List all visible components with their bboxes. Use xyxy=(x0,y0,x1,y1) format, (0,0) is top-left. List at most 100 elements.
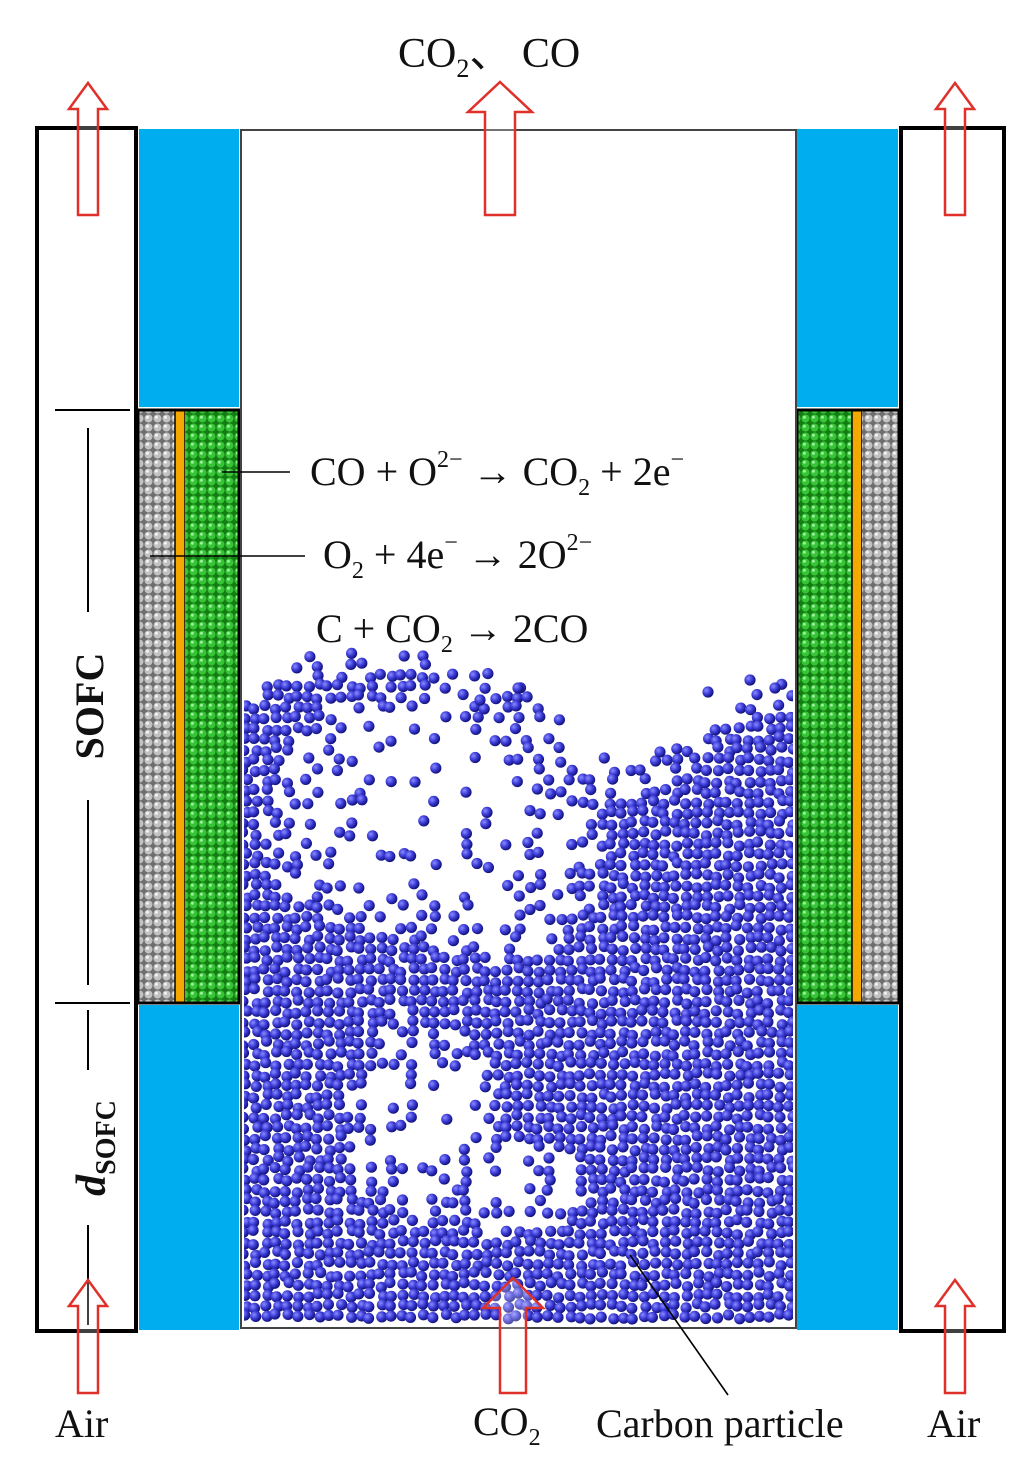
carbon-particle xyxy=(658,1081,670,1093)
right-top-air-outlet-arrow xyxy=(933,80,977,217)
carbon-particle xyxy=(709,1089,722,1101)
sofc-label: SOFC xyxy=(67,653,112,760)
carbon-particle xyxy=(712,1166,724,1178)
carbon-particle xyxy=(710,1005,722,1017)
carbon-particle xyxy=(280,828,292,840)
carbon-particle xyxy=(384,1008,396,1020)
carbon-particle xyxy=(331,1225,343,1237)
carbon-particle xyxy=(637,1235,649,1247)
carbon-particle xyxy=(773,815,786,827)
carbon-particle xyxy=(659,1058,671,1070)
carbon-particle xyxy=(753,1266,765,1278)
carbon-particle xyxy=(261,783,273,795)
carbon-particle xyxy=(638,1100,650,1112)
carbon-particle xyxy=(637,1247,649,1259)
carbon-particle xyxy=(292,1132,304,1144)
carbon-particle xyxy=(333,1005,346,1017)
carbon-particle xyxy=(534,899,546,912)
carbon-particle xyxy=(259,911,271,924)
carbon-particle xyxy=(743,764,755,777)
carbon-particle xyxy=(249,951,261,963)
carbon-particle xyxy=(407,1235,419,1248)
carbon-particle xyxy=(406,1214,418,1226)
carbon-particle xyxy=(311,891,323,903)
carbon-particle xyxy=(669,1068,681,1080)
carbon-particle xyxy=(762,1111,774,1123)
carbon-particle xyxy=(783,1204,793,1217)
carbon-particle xyxy=(312,1182,324,1194)
carbon-particle xyxy=(399,942,411,954)
carbon-particle xyxy=(595,985,608,997)
carbon-particle xyxy=(773,827,785,840)
carbon-particle xyxy=(353,1121,365,1133)
carbon-particle xyxy=(373,963,385,975)
boudouard-reaction-label: C + CO2 → 2CO xyxy=(316,606,588,658)
carbon-particle xyxy=(784,795,793,807)
carbon-particle xyxy=(336,1299,348,1311)
carbon-particle xyxy=(448,996,460,1008)
carbon-particle xyxy=(545,788,557,800)
carbon-particle xyxy=(323,1309,335,1321)
carbon-particle xyxy=(751,711,764,724)
carbon-particle xyxy=(712,741,724,753)
carbon-particle xyxy=(667,892,679,904)
carbon-particle xyxy=(626,1007,639,1020)
carbon-particle xyxy=(680,798,692,810)
carbon-particle xyxy=(734,1313,746,1325)
carbon-particle xyxy=(552,1311,564,1323)
carbon-particle xyxy=(322,1006,334,1018)
carbon-particle xyxy=(377,1217,389,1229)
carbon-particle xyxy=(604,1028,616,1040)
carbon-particle xyxy=(608,973,621,986)
carbon-particle xyxy=(345,922,357,934)
carbon-particle xyxy=(293,1151,305,1163)
carbon-particle xyxy=(342,1281,354,1293)
carbon-particle xyxy=(606,1215,618,1227)
carbon-particle xyxy=(682,808,694,820)
carbon-particle xyxy=(688,827,700,839)
carbon-particle xyxy=(353,1204,365,1216)
carbon-particle xyxy=(439,682,451,694)
carbon-particle xyxy=(636,1185,648,1197)
carbon-particle xyxy=(346,1079,358,1091)
carbon-particle xyxy=(259,997,271,1009)
carbon-particle xyxy=(681,909,693,921)
carbon-particle xyxy=(786,931,793,943)
carbon-particle xyxy=(292,722,304,734)
carbon-particle xyxy=(501,1101,513,1113)
carbon-particle xyxy=(776,1174,788,1187)
carbon-particle xyxy=(426,1247,438,1259)
carbon-particle xyxy=(395,1049,407,1061)
carbon-particle xyxy=(292,1300,304,1312)
carbon-particle xyxy=(574,1291,586,1303)
carbon-particle xyxy=(689,986,701,998)
carbon-particle xyxy=(365,1185,377,1197)
carbon-particle xyxy=(314,941,326,953)
carbon-particle xyxy=(625,899,637,911)
carbon-particle xyxy=(689,943,701,956)
carbon-particle xyxy=(353,702,365,714)
carbon-particle xyxy=(668,1039,681,1051)
carbon-particle xyxy=(259,1071,271,1083)
carbon-particle xyxy=(531,1311,543,1323)
carbon-particle xyxy=(500,1060,512,1072)
carbon-particle xyxy=(566,1101,578,1113)
carbon-particle xyxy=(595,1057,607,1069)
carbon-particle xyxy=(244,713,251,725)
carbon-particle xyxy=(699,965,711,978)
carbon-particle xyxy=(332,1079,344,1091)
left-top-air-outlet-arrow xyxy=(66,80,110,217)
carbon-particle xyxy=(250,829,262,842)
carbon-particle xyxy=(763,1256,775,1268)
carbon-particle xyxy=(366,1047,378,1059)
carbon-particle xyxy=(289,1067,301,1079)
carbon-particle xyxy=(702,1183,714,1195)
carbon-particle xyxy=(573,941,585,953)
carbon-particle xyxy=(397,1207,409,1219)
carbon-particle xyxy=(638,1151,650,1163)
carbon-particle xyxy=(710,935,722,947)
carbon-particle xyxy=(783,1225,793,1237)
carbon-particle xyxy=(735,1069,747,1081)
carbon-particle xyxy=(534,808,546,820)
carbon-particle xyxy=(294,1246,306,1258)
